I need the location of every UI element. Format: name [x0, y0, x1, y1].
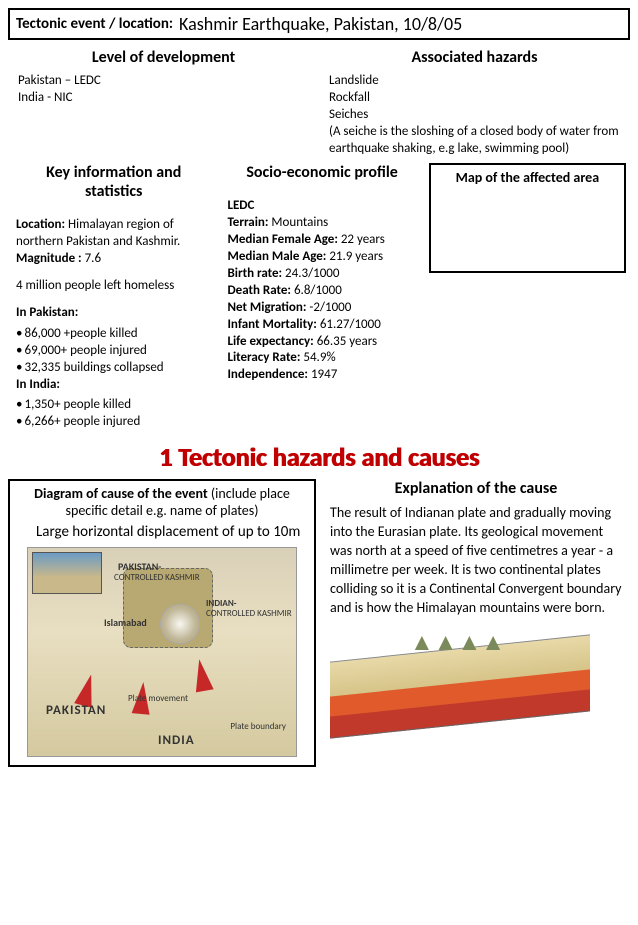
label-plate-movement: Plate movement [128, 693, 188, 704]
hazard-3: Seiches [329, 107, 620, 124]
socio-indep: Independence: 1947 [227, 367, 416, 384]
label-pakistan: PAKISTAN [46, 703, 106, 718]
socio-ledc: LEDC [227, 198, 416, 215]
keyinfo-ind-list: 1,350+ people killed 6,266+ people injur… [16, 397, 211, 431]
label-islamabad: Islamabad [104, 616, 147, 629]
hazard-1: Landslide [329, 73, 620, 90]
socio-title: Socio-economic profile [227, 163, 416, 182]
label-plate-boundary: Plate boundary [230, 721, 286, 732]
hazards-title: Associated hazards [329, 48, 620, 67]
header-box: Tectonic event / location: Kashmir Earth… [8, 8, 630, 40]
socio-inf: Infant Mortality: 61.27/1000 [227, 317, 416, 334]
diagram-title: Diagram of cause of the event (include p… [18, 485, 306, 519]
hazards-col: Associated hazards Landslide Rockfall Se… [319, 48, 630, 157]
diagram-box: Diagram of cause of the event (include p… [8, 479, 316, 767]
header-label: Tectonic event / location: [16, 15, 173, 33]
hazard-4: (A seiche is the sloshing of a closed bo… [329, 124, 620, 158]
socio-life: Life expectancy: 66.35 years [227, 334, 416, 351]
keyinfo-pak-list: 86,000 +people killed 69,000+ people inj… [16, 326, 211, 377]
plate-map-diagram: PAKISTAN- CONTROLLED KASHMIR INDIAN- CON… [27, 547, 297, 757]
row-keyinfo-socio-map: Key information and statistics Location:… [8, 163, 630, 431]
socio-terrain: Terrain: Mountains [227, 215, 416, 232]
row-development-hazards: Level of development Pakistan – LEDC Ind… [8, 48, 630, 157]
diagram-subtitle: Large horizontal displacement of up to 1… [36, 523, 306, 541]
keyinfo-pak-label: In Pakistan: [16, 305, 211, 322]
label-india: INDIA [158, 733, 195, 748]
label-ind-ctrl2: CONTROLLED KASHMIR [206, 608, 292, 619]
socio-lit: Literacy Rate: 54.9% [227, 350, 416, 367]
socio-mig: Net Migration: -2/1000 [227, 300, 416, 317]
socio-fage: Median Female Age: 22 years [227, 232, 416, 249]
socio-col: Socio-economic profile LEDC Terrain: Mou… [219, 163, 424, 431]
explain-col: Explanation of the cause The result of I… [322, 479, 630, 767]
header-value: Kashmir Earthquake, Pakistan, 10/8/05 [179, 13, 462, 35]
explain-title: Explanation of the cause [330, 479, 622, 498]
keyinfo-col: Key information and statistics Location:… [8, 163, 219, 431]
convergent-boundary-diagram: ▲▲▲▲ [330, 628, 590, 738]
development-col: Level of development Pakistan – LEDC Ind… [8, 48, 319, 157]
keyinfo-ind-label: In India: [16, 377, 211, 394]
map-box: Map of the affected area [429, 163, 626, 273]
development-line2: India - NIC [18, 90, 309, 107]
keyinfo-homeless: 4 million people left homeless [16, 278, 211, 295]
mountains-icon: ▲▲▲▲ [410, 628, 505, 657]
development-title: Level of development [18, 48, 309, 67]
map-col: Map of the affected area [425, 163, 630, 431]
label-pak-ctrl2: CONTROLLED KASHMIR [114, 572, 200, 583]
keyinfo-magnitude: Magnitude : 7.6 [16, 251, 211, 268]
inset-map-icon [32, 552, 102, 594]
row-diagram-explain: Diagram of cause of the event (include p… [8, 479, 630, 767]
map-title: Map of the affected area [437, 169, 618, 186]
hazard-2: Rockfall [329, 90, 620, 107]
socio-mage: Median Male Age: 21.9 years [227, 249, 416, 266]
keyinfo-title: Key information and statistics [16, 163, 211, 201]
socio-birth: Birth rate: 24.3/1000 [227, 266, 416, 283]
keyinfo-location: Location: Himalayan region of northern P… [16, 217, 211, 251]
explain-text: The result of Indianan plate and gradual… [330, 504, 622, 617]
section1-title: 1 Tectonic hazards and causes [8, 441, 630, 473]
epicenter-icon [160, 604, 200, 644]
socio-death: Death Rate: 6.8/1000 [227, 283, 416, 300]
plate-arrow-icon [190, 658, 213, 693]
development-line1: Pakistan – LEDC [18, 73, 309, 90]
